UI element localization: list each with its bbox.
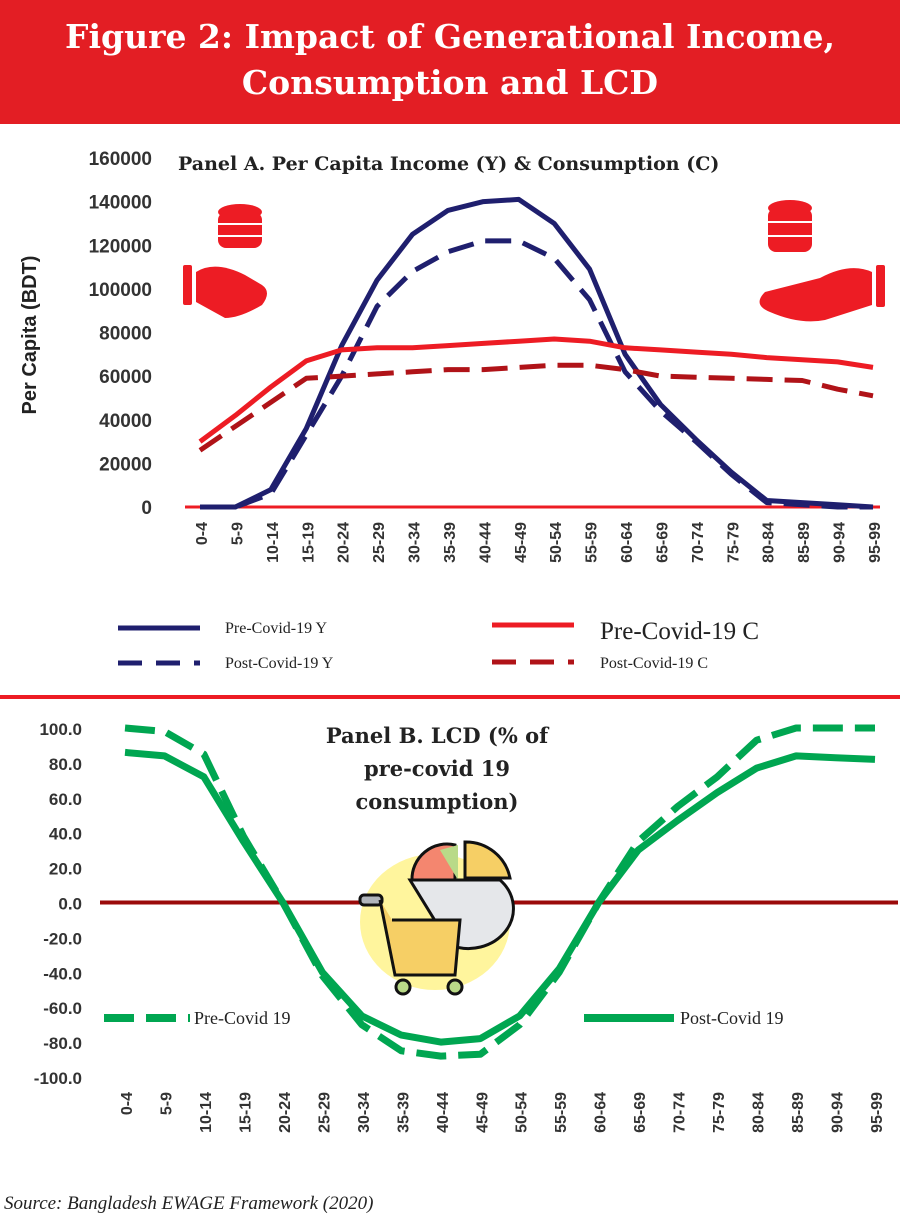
y-tick-label: -100.0 bbox=[34, 1069, 82, 1088]
panel-a-ylabel: Per Capita (BDT) bbox=[19, 256, 41, 415]
x-tick-label: 0-4 bbox=[194, 522, 211, 545]
x-tick-label: 65-69 bbox=[654, 522, 671, 563]
x-tick-label: 30-34 bbox=[356, 1092, 373, 1133]
panel-b-title-1: Panel B. LCD (% of bbox=[326, 723, 550, 748]
coins-hand-icon-left bbox=[183, 204, 267, 318]
y-tick-label: 100.0 bbox=[39, 720, 82, 739]
x-tick-label: 20-24 bbox=[277, 1092, 294, 1133]
legend-label: Post-Covid-19 C bbox=[600, 655, 708, 672]
y-tick-label: 60000 bbox=[99, 367, 152, 388]
figure-title-banner: Figure 2: Impact of Generational Income,… bbox=[0, 0, 900, 124]
legend-label: Post-Covid 19 bbox=[680, 1008, 784, 1028]
y-tick-label: 120000 bbox=[89, 236, 152, 257]
x-tick-label: 25-29 bbox=[371, 522, 388, 563]
x-tick-label: 60-64 bbox=[593, 1092, 610, 1133]
figure-title-line2: Consumption and LCD bbox=[241, 63, 659, 102]
panel-b-legend: Pre-Covid 19 Post-Covid 19 bbox=[104, 1008, 784, 1028]
x-tick-label: 45-49 bbox=[474, 1092, 491, 1133]
x-tick-label: 35-39 bbox=[395, 1092, 412, 1133]
x-tick-label: 25-29 bbox=[316, 1092, 333, 1133]
y-tick-label: -20.0 bbox=[43, 929, 82, 948]
x-tick-label: 35-39 bbox=[442, 522, 459, 563]
x-tick-label: 70-74 bbox=[672, 1092, 689, 1133]
series-line-1 bbox=[200, 238, 873, 510]
y-tick-label: 20000 bbox=[99, 454, 152, 475]
legend-label: Post-Covid-19 Y bbox=[225, 655, 334, 672]
legend-label: Pre-Covid-19 Y bbox=[225, 620, 328, 637]
y-tick-label: 60.0 bbox=[49, 790, 82, 809]
x-tick-label: 10-14 bbox=[198, 1092, 215, 1133]
x-tick-label: 45-49 bbox=[513, 522, 530, 563]
x-tick-label: 75-79 bbox=[725, 522, 742, 563]
source-note: Source: Bangladesh EWAGE Framework (2020… bbox=[4, 1193, 374, 1214]
x-tick-label: 95-99 bbox=[869, 1092, 886, 1133]
y-tick-label: -40.0 bbox=[43, 964, 82, 983]
x-tick-label: 40-44 bbox=[477, 522, 494, 563]
x-tick-label: 70-74 bbox=[690, 522, 707, 563]
x-tick-label: 60-64 bbox=[619, 522, 636, 563]
y-tick-label: 140000 bbox=[89, 193, 152, 214]
panel-b-title-2: pre-covid 19 bbox=[364, 756, 510, 781]
x-tick-label: 20-24 bbox=[336, 522, 353, 563]
x-tick-label: 5-9 bbox=[158, 1092, 175, 1115]
y-tick-label: 40000 bbox=[99, 411, 152, 432]
y-tick-label: 80.0 bbox=[49, 755, 82, 774]
y-tick-label: -60.0 bbox=[43, 999, 82, 1018]
y-tick-label: 20.0 bbox=[49, 860, 82, 879]
x-tick-label: 10-14 bbox=[265, 522, 282, 563]
x-tick-label: 80-84 bbox=[751, 1092, 768, 1133]
x-tick-label: 15-19 bbox=[300, 522, 317, 563]
panel-a-plot: 0 20000 40000 60000 80000 100000 120000 140000 1… bbox=[89, 149, 884, 563]
x-tick-label: 75-79 bbox=[711, 1092, 728, 1133]
legend-label: Pre-Covid 19 bbox=[194, 1008, 291, 1028]
x-tick-label: 85-89 bbox=[790, 1092, 807, 1133]
x-tick-label: 15-19 bbox=[237, 1092, 254, 1133]
panel-b-plot: -100.0 -80.0 -60.0 -40.0 -20.0 0.0 20.0 40.0 60.… bbox=[34, 720, 898, 1133]
y-tick-label: 0 bbox=[141, 498, 152, 519]
y-tick-label: 80000 bbox=[99, 324, 152, 345]
x-tick-label: 90-94 bbox=[832, 522, 849, 563]
x-tick-label: 80-84 bbox=[761, 522, 778, 563]
x-tick-label: 95-99 bbox=[867, 522, 884, 563]
x-tick-label: 65-69 bbox=[632, 1092, 649, 1133]
y-tick-label: 100000 bbox=[89, 280, 152, 301]
x-tick-label: 40-44 bbox=[435, 1092, 452, 1133]
x-tick-label: 50-54 bbox=[548, 522, 565, 563]
x-tick-label: 0-4 bbox=[119, 1092, 136, 1115]
panel-a-legend: Pre-Covid-19 Y Post-Covid-19 Y Pre-Covid-1… bbox=[118, 618, 759, 672]
x-tick-label: 90-94 bbox=[830, 1092, 847, 1133]
x-tick-label: 5-9 bbox=[229, 522, 246, 545]
figure-title-line1: Figure 2: Impact of Generational Income, bbox=[65, 17, 835, 56]
series-line-1 bbox=[124, 748, 876, 1046]
series-line-2 bbox=[198, 336, 874, 444]
x-tick-label: 30-34 bbox=[407, 522, 424, 563]
x-tick-label: 55-59 bbox=[553, 1092, 570, 1133]
panel-b-title-3: consumption) bbox=[356, 789, 519, 814]
x-tick-label: 55-59 bbox=[584, 522, 601, 563]
y-tick-label: 160000 bbox=[89, 149, 152, 170]
legend-label: Pre-Covid-19 C bbox=[600, 618, 759, 645]
series-line-3 bbox=[198, 362, 874, 453]
x-tick-label: 50-54 bbox=[514, 1092, 531, 1133]
panel-a-title: Panel A. Per Capita Income (Y) & Consump… bbox=[178, 153, 719, 175]
y-tick-label: 0.0 bbox=[58, 895, 82, 914]
coins-hand-icon-right bbox=[759, 200, 885, 322]
x-tick-label: 85-89 bbox=[796, 522, 813, 563]
y-tick-label: 40.0 bbox=[49, 825, 82, 844]
y-tick-label: -80.0 bbox=[43, 1034, 82, 1053]
shopping-cart-pie-icon bbox=[358, 840, 515, 996]
